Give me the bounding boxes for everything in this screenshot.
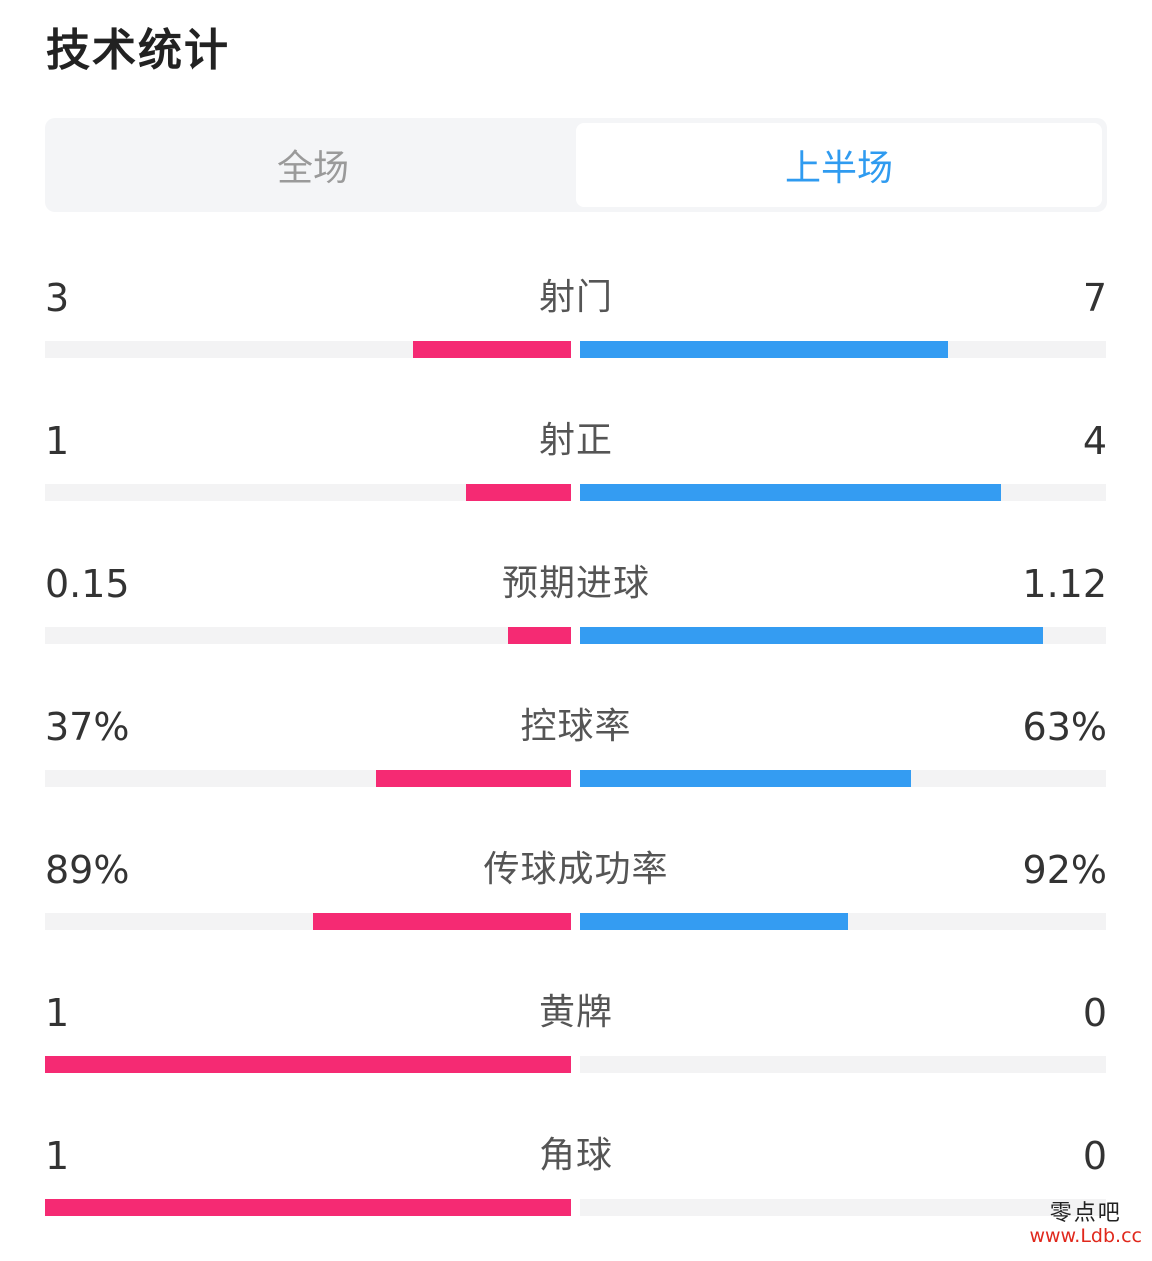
away-value: 4	[1082, 419, 1107, 463]
away-value: 7	[1082, 276, 1107, 320]
stat-row-possession: 37% 控球率 63%	[45, 689, 1107, 832]
stat-label: 预期进球	[501, 563, 650, 604]
home-value: 1	[45, 991, 70, 1035]
away-bar-track	[580, 627, 1106, 644]
home-bar-fill	[313, 913, 571, 930]
away-bar-track	[580, 341, 1106, 358]
home-bar-track	[45, 1199, 571, 1216]
away-bar-fill	[580, 341, 949, 358]
home-value: 0.15	[45, 562, 130, 606]
stat-label: 传球成功率	[483, 849, 669, 890]
home-bar-track	[45, 341, 571, 358]
stat-label: 射门	[538, 277, 613, 318]
stat-row-corners: 1 角球 0	[45, 1118, 1107, 1261]
home-bar-track	[45, 1056, 571, 1073]
home-value: 89%	[45, 848, 130, 892]
away-bar-track	[580, 1056, 1106, 1073]
home-value: 1	[45, 419, 70, 463]
stat-row-yellow-cards: 1 黄牌 0	[45, 975, 1107, 1118]
away-bar-track	[580, 484, 1106, 501]
away-value: 92%	[1022, 848, 1107, 892]
watermark-name: 零点吧	[1049, 1200, 1122, 1226]
tab-first-half[interactable]: 上半场	[576, 123, 1102, 207]
home-bar-fill	[507, 627, 571, 644]
away-bar-track	[580, 913, 1106, 930]
page-title: 技术统计	[46, 25, 230, 76]
away-bar-fill	[580, 913, 849, 930]
away-value: 63%	[1022, 705, 1107, 749]
home-bar-track	[45, 913, 571, 930]
stat-label: 黄牌	[538, 992, 613, 1033]
home-value: 3	[45, 276, 70, 320]
away-bar-fill	[580, 484, 1001, 501]
home-bar-fill	[45, 1056, 571, 1073]
away-bar-track	[580, 1199, 1106, 1216]
watermark-url: www.Ldb.cc	[1029, 1225, 1142, 1248]
home-value: 1	[45, 1134, 70, 1178]
tab-full-match[interactable]: 全场	[276, 148, 349, 189]
home-bar-track	[45, 627, 571, 644]
home-value: 37%	[45, 705, 130, 749]
watermark: 零点吧 www.Ldb.cc	[1029, 1200, 1142, 1248]
stats-list: 3 射门 7 1 射正 4 0.15 预期进球 1.12 37% 控球率 63%…	[45, 260, 1107, 1261]
home-bar-fill	[376, 770, 571, 787]
stat-row-expected-goals: 0.15 预期进球 1.12	[45, 546, 1107, 689]
home-bar-track	[45, 770, 571, 787]
away-bar-track	[580, 770, 1106, 787]
away-value: 1.12	[1022, 562, 1107, 606]
away-bar-fill	[580, 627, 1043, 644]
stat-row-shots-on-target: 1 射正 4	[45, 403, 1107, 546]
home-bar-fill	[465, 484, 571, 501]
home-bar-fill	[45, 1199, 571, 1216]
home-bar-track	[45, 484, 571, 501]
away-value: 0	[1082, 1134, 1107, 1178]
stat-row-shots: 3 射门 7	[45, 260, 1107, 403]
away-bar-fill	[580, 770, 912, 787]
stat-label: 射正	[538, 420, 613, 461]
away-value: 0	[1082, 991, 1107, 1035]
period-tabs: 全场 上半场	[45, 118, 1107, 212]
home-bar-fill	[413, 341, 571, 358]
stat-label: 控球率	[520, 706, 632, 747]
stat-row-pass-accuracy: 89% 传球成功率 92%	[45, 832, 1107, 975]
stat-label: 角球	[538, 1135, 613, 1176]
